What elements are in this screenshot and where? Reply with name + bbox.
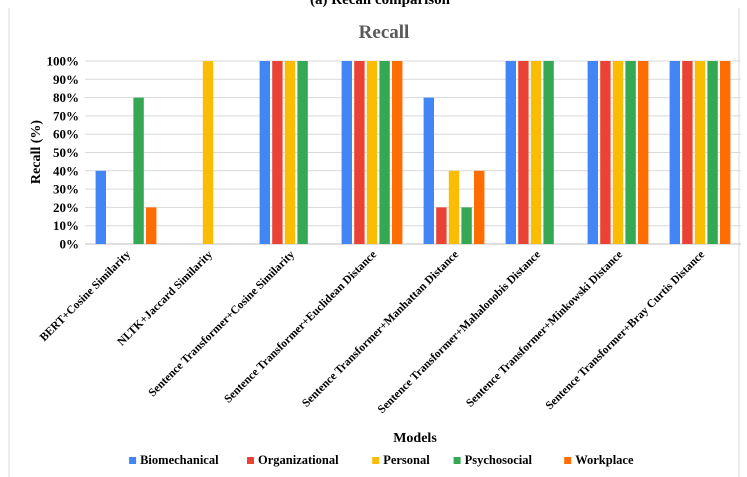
bar-psychosocial (461, 207, 472, 244)
bar-biomechanical (669, 61, 680, 244)
legend-swatch (247, 457, 254, 464)
y-tick-label: 0% (60, 237, 80, 252)
bar-personal (448, 170, 460, 244)
legend-swatch (372, 457, 380, 464)
legend-swatch (564, 457, 572, 464)
legend-label: Personal (383, 453, 430, 467)
y-tick-label: 100% (47, 54, 80, 69)
legend-label: Organizational (258, 453, 339, 467)
bar-biomechanical (505, 61, 516, 244)
legend-label: Psychosocial (465, 453, 533, 467)
bar-personal (694, 61, 706, 244)
bar-psychosocial (543, 61, 554, 244)
y-tick-label: 70% (53, 108, 79, 123)
bar-psychosocial (625, 61, 636, 244)
legend-label: Workplace (575, 453, 634, 467)
bar-biomechanical (95, 170, 106, 244)
y-axis-ticks: 0% 10% 20% 30% 40% 50% 60% 70% 80% 90% 100% (47, 54, 80, 252)
y-tick-label: 90% (53, 72, 79, 87)
legend-label: Biomechanical (140, 453, 219, 467)
y-tick-label: 20% (53, 200, 79, 215)
bar-personal (530, 61, 542, 244)
bar-biomechanical (341, 61, 352, 244)
bar-organizational (518, 61, 529, 244)
bar-psychosocial (379, 61, 390, 244)
y-tick-label: 30% (53, 182, 79, 197)
bar-psychosocial (133, 97, 144, 244)
y-tick-label: 80% (53, 90, 79, 105)
bar-organizational (682, 61, 693, 244)
x-axis-label: Models (393, 431, 437, 446)
bar-organizational (436, 207, 447, 244)
bar-psychosocial (297, 61, 308, 244)
bar-workplace (720, 61, 731, 244)
legend: Biomechanical Organizational Personal Psych… (129, 453, 634, 467)
chart-title: Recall (359, 22, 410, 43)
y-tick-label: 60% (53, 127, 79, 142)
bar-organizational (354, 61, 365, 244)
bar-personal (202, 61, 214, 244)
bar-psychosocial (707, 61, 718, 244)
figure-caption: (a) Recall comparison (310, 0, 451, 8)
bar-workplace (638, 61, 649, 244)
bar-workplace (146, 207, 157, 244)
bar-personal (612, 61, 624, 244)
bars (95, 61, 731, 244)
bar-personal (366, 61, 378, 244)
bar-organizational (600, 61, 611, 244)
y-axis-label: Recall (%) (29, 120, 44, 184)
bar-personal (284, 61, 296, 244)
bar-workplace (474, 170, 485, 244)
legend-swatch (453, 457, 461, 464)
y-tick-label: 10% (53, 218, 79, 233)
bar-workplace (392, 61, 403, 244)
y-tick-label: 50% (53, 145, 79, 160)
bar-organizational (272, 61, 283, 244)
legend-swatch (129, 457, 137, 464)
bar-biomechanical (259, 61, 270, 244)
bar-biomechanical (587, 61, 598, 244)
bar-biomechanical (423, 97, 434, 244)
y-tick-label: 40% (53, 163, 79, 178)
